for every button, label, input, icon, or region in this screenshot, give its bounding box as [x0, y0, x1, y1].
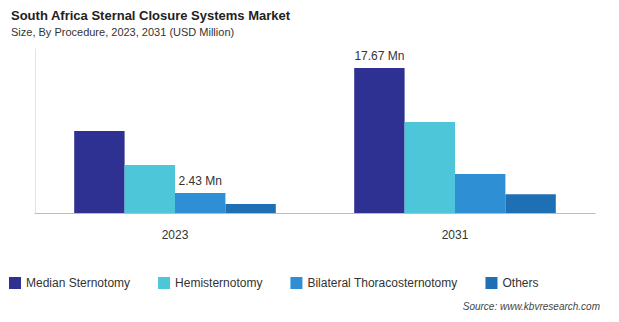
- svg-text:Median Sternotomy: Median Sternotomy: [26, 276, 130, 290]
- svg-text:17.67 Mn: 17.67 Mn: [354, 49, 404, 63]
- svg-text:Bilateral Thoracosternotomy: Bilateral Thoracosternotomy: [307, 276, 457, 290]
- svg-text:2023: 2023: [162, 228, 189, 242]
- svg-text:South Africa Sternal Closure S: South Africa Sternal Closure Systems Mar…: [11, 8, 291, 23]
- svg-text:2031: 2031: [442, 228, 469, 242]
- svg-text:Others: Others: [502, 276, 538, 290]
- svg-text:Hemisternotomy: Hemisternotomy: [175, 276, 262, 290]
- svg-text:Size, By Procedure, 2023, 2031: Size, By Procedure, 2023, 2031 (USD Mill…: [11, 26, 234, 38]
- svg-text:Source: www.kbvresearch.com: Source: www.kbvresearch.com: [463, 301, 600, 312]
- svg-text:2.43 Mn: 2.43 Mn: [179, 174, 222, 188]
